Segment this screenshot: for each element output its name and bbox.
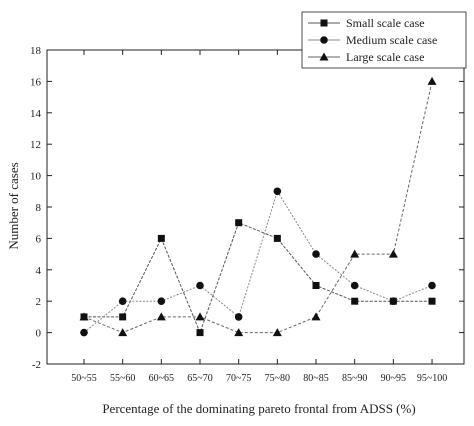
data-point [428,297,436,305]
y-tick-label: 4 [36,265,42,277]
data-point [234,313,243,321]
y-tick-label: 10 [30,171,42,183]
data-point [196,281,204,290]
data-point [312,250,320,258]
data-point [157,297,166,306]
y-tick-label: 6 [36,233,42,245]
data-point [118,328,128,337]
legend-label: Large scale case [346,50,424,64]
x-tick-label: 65~70 [187,373,212,384]
legend-label: Small scale case [346,16,425,30]
axes-layer: -2 0 2 4 6 8 10 12 14 16 18 50~55 55~60 60~65 65~70 70~… [30,45,465,384]
data-point [195,312,205,321]
y-tick-label: 14 [30,108,42,120]
data-point [272,328,282,337]
x-tick-label: 50~55 [71,373,96,384]
x-tick-label: 70~75 [226,373,251,384]
x-tick-label: 60~65 [149,373,174,384]
data-point [119,313,127,321]
y-tick-label: 16 [30,76,42,88]
x-tick-label: 85~90 [342,373,367,384]
y-tick-label: 8 [36,202,42,214]
series-triangle [79,76,437,337]
data-point [234,328,244,337]
data-point [273,187,282,196]
data-point [427,76,437,85]
x-tick-label: 80~85 [303,373,328,384]
data-point [157,234,165,242]
data-point [235,219,243,227]
x-tick-label: 55~60 [110,373,135,384]
legend-marker [319,52,329,61]
y-tick-label: 18 [30,45,42,57]
series-square [80,219,436,337]
series-line [83,81,433,334]
data-point [389,297,398,306]
data-point [312,282,320,289]
data-point [79,312,89,321]
x-tick-label: 95~100 [417,373,447,384]
series-circle [80,187,436,337]
data-point [350,249,360,258]
data-point [118,297,127,306]
data-point [350,281,359,290]
data-point [311,312,321,321]
x-axis-label: Percentage of the dominating pareto fron… [102,401,415,416]
y-axis-label: Number of cases [6,162,21,249]
legend: Small scale case Medium scale case Large s… [301,11,467,69]
legend-label: Medium scale case [346,33,437,47]
data-point [428,281,436,290]
data-point [196,329,204,337]
x-tick-label: 75~80 [265,373,290,384]
y-tick-label: 0 [36,328,42,340]
data-point [351,297,359,305]
series-line [83,190,433,333]
series-line [84,222,433,335]
data-point [156,312,166,321]
data-point [80,328,88,337]
data-point [273,234,281,242]
y-tick-label: 12 [30,139,41,151]
y-tick-label: -2 [32,359,41,371]
x-tick-label: 90~95 [381,373,406,384]
data-point [388,249,398,258]
legend-marker [320,36,328,44]
legend-marker [320,19,328,27]
series-layer [79,76,437,337]
y-tick-label: 2 [36,296,42,308]
plot-frame [46,49,465,365]
